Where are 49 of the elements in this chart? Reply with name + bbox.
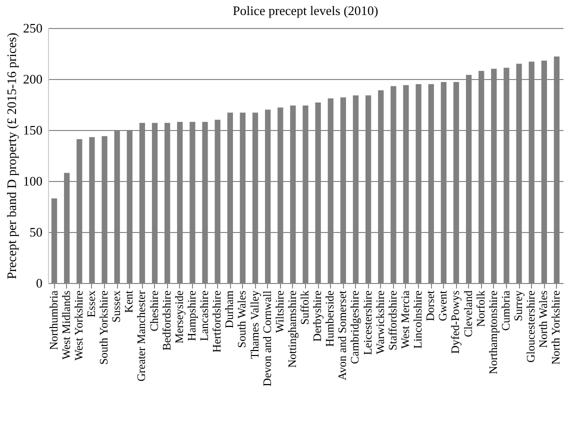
x-tick-label: West Yorkshire (73, 290, 86, 360)
x-tick-label: Essex (86, 290, 98, 318)
x-tick-label: Lincolnshire (412, 290, 425, 349)
x-tick-label: Cheshire (148, 290, 161, 332)
x-tick-label: Greater Manchester (136, 290, 148, 382)
x-tick-label: Gwent (438, 290, 450, 322)
x-tick-label: Hertfordshire (212, 290, 224, 352)
x-tick-label: Cleveland (462, 290, 475, 338)
y-axis-title: Precept per band D property (£ 2015-16 prices) (4, 32, 19, 280)
x-tick-label: Northumbria (48, 290, 60, 350)
x-tick-label: Warwickshire (374, 290, 387, 354)
x-tick-label: Northamptonshire (488, 290, 500, 374)
x-tick-label: Kent (124, 290, 136, 313)
x-tick-label: Sussex (111, 290, 124, 322)
x-tick-label: Dyfed-Powys (450, 290, 462, 354)
x-tick-label: South Wales (236, 290, 249, 348)
y-tick-label: 100 (23, 174, 42, 188)
x-tick-label: Wiltshire (274, 290, 286, 333)
x-tick-label: Norfolk (475, 290, 488, 327)
x-tick-label: South Yorkshire (98, 290, 111, 365)
x-tick-label: Thames Valley (249, 290, 262, 359)
y-tick-label: 0 (36, 276, 42, 290)
x-tick-label: Surrey (513, 290, 526, 322)
x-tick-label: North Yorkshire (550, 290, 563, 365)
x-tick-label: Derbyshire (312, 290, 324, 342)
x-tick-label: Cambridgeshire (350, 290, 362, 364)
x-tick-label: Merseyside (174, 290, 186, 344)
y-tick-label: 50 (30, 224, 42, 240)
x-tick-label: Lancashire (199, 290, 212, 341)
x-tick-label: Devon and Cornwall (262, 290, 274, 386)
x-tick-label: North Wales (538, 290, 550, 348)
x-tick-label: Gloucestershire (526, 290, 538, 363)
x-tick-label: West Mercia (400, 290, 412, 349)
y-tick-label: 200 (23, 72, 42, 86)
y-tick-label: 250 (23, 20, 42, 36)
x-tick-label: West Midlands (60, 290, 73, 360)
x-tick-label: Suffolk (300, 290, 312, 325)
x-tick-label: Dorset (425, 290, 438, 322)
x-tick-label: Durham (224, 290, 236, 328)
y-tick-label: 150 (23, 122, 42, 138)
x-tick-label: Cumbria (500, 290, 512, 331)
x-tick-label: Hampshire (186, 290, 198, 341)
x-tick-label: Leicestershire (362, 290, 374, 355)
chart-title: Police precept levels (2010) (232, 3, 378, 18)
x-tick-label: Staffordshire (387, 290, 400, 350)
x-tick-label: Bedfordshire (161, 290, 174, 351)
x-tick-label: Humberside (324, 290, 337, 347)
x-tick-label: Nottinghamshire (286, 290, 299, 368)
x-tick-label: Avon and Somerset (337, 290, 350, 380)
